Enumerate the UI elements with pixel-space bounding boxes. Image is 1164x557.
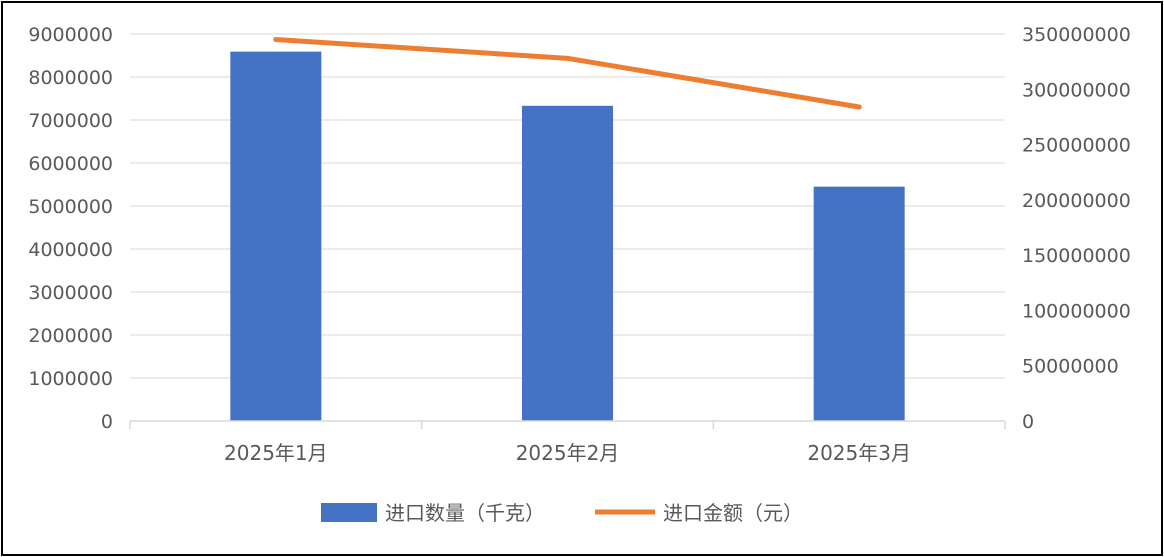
- right-y-tick-label: 100000000: [1022, 300, 1131, 322]
- bar-series: [230, 51, 905, 421]
- bar: [230, 51, 322, 421]
- right-y-tick-label: 150000000: [1022, 245, 1131, 267]
- x-axis: [129, 420, 1006, 429]
- right-y-axis: 0 50000000 100000000 150000000 200000000 2500…: [1022, 24, 1131, 433]
- left-y-axis: 0 1000000 2000000 3000000 4000000 5000000 6000…: [28, 24, 113, 433]
- x-axis-label: 2025年1月: [224, 441, 328, 465]
- line-path: [273, 37, 862, 110]
- left-y-tick-label: 0: [101, 411, 113, 433]
- right-y-tick-label: 50000000: [1022, 356, 1119, 378]
- left-y-tick-label: 6000000: [28, 153, 113, 175]
- bar: [522, 105, 613, 421]
- legend-swatch-bar: [321, 503, 377, 522]
- bar: [813, 186, 905, 421]
- right-y-tick-label: 350000000: [1022, 24, 1131, 46]
- line-point: [565, 55, 570, 61]
- legend-label-line: 进口金额（元）: [663, 501, 803, 525]
- legend-label-bar: 进口数量（千克）: [385, 501, 545, 525]
- right-y-tick-label: 300000000: [1022, 79, 1131, 101]
- right-y-tick-label: 200000000: [1022, 190, 1131, 212]
- right-y-tick-label: 0: [1022, 411, 1034, 433]
- left-y-tick-label: 8000000: [28, 67, 113, 89]
- line-series: [273, 37, 862, 110]
- left-y-tick-label: 5000000: [28, 196, 113, 218]
- left-y-tick-label: 4000000: [28, 239, 113, 261]
- line-point: [856, 104, 862, 110]
- left-y-tick-label: 9000000: [28, 24, 113, 46]
- left-y-tick-label: 1000000: [28, 368, 113, 390]
- line-point: [273, 37, 279, 43]
- x-axis-label: 2025年2月: [516, 441, 620, 465]
- left-y-tick-label: 7000000: [28, 110, 113, 132]
- left-y-tick-label: 2000000: [28, 325, 113, 347]
- left-y-tick-label: 3000000: [28, 282, 113, 304]
- legend: 进口数量（千克） 进口金额（元）: [321, 501, 803, 525]
- x-axis-label: 2025年3月: [807, 441, 911, 465]
- right-y-tick-label: 250000000: [1022, 135, 1131, 157]
- x-axis-labels: 2025年1月 2025年2月 2025年3月: [224, 441, 911, 465]
